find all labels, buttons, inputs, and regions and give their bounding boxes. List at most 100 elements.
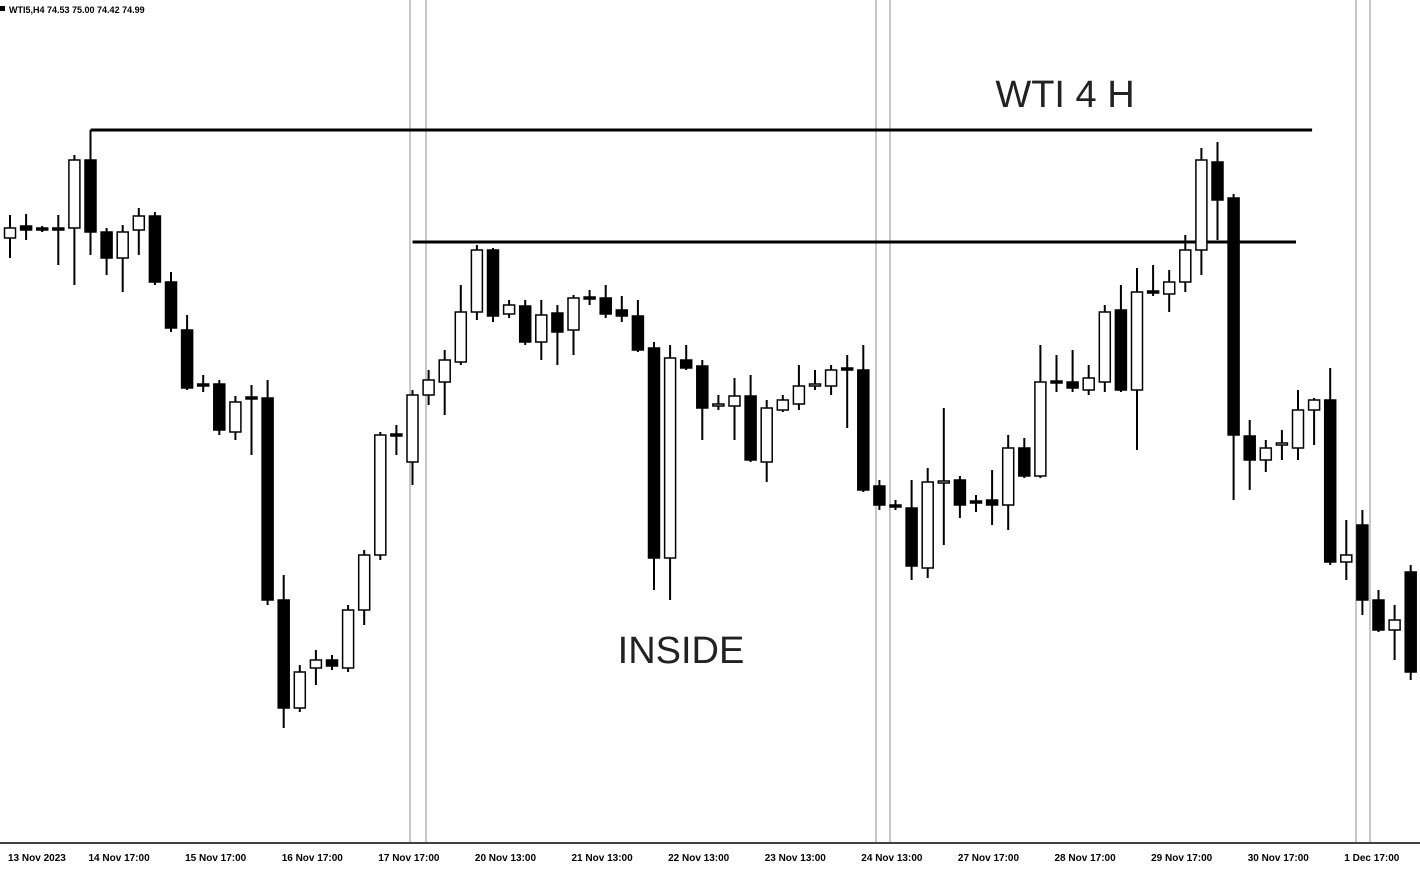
candle-body	[454, 311, 468, 363]
candle-body	[1340, 554, 1353, 563]
candle-body	[615, 309, 629, 317]
candle-body	[148, 215, 162, 283]
x-tick-label: 22 Nov 13:00	[668, 853, 730, 864]
candle-body	[518, 305, 532, 343]
candle-body	[567, 297, 580, 331]
x-tick-label: 1 Dec 17:00	[1344, 853, 1399, 864]
candle-body	[84, 159, 97, 233]
candle-body	[325, 659, 339, 667]
candle-body	[1082, 377, 1095, 391]
candle-body	[551, 312, 564, 333]
candle-body	[631, 315, 645, 351]
candle-body	[68, 159, 81, 229]
candle-body	[808, 383, 822, 387]
candle-body	[1275, 442, 1289, 446]
candle-body	[873, 485, 886, 506]
candle-body	[1018, 447, 1031, 477]
x-tick-label: 17 Nov 17:00	[378, 853, 440, 864]
candle-body	[422, 379, 435, 396]
x-tick-label: 21 Nov 13:00	[572, 853, 634, 864]
candle-body	[744, 395, 757, 461]
candle-body	[953, 479, 967, 506]
symbol-header: WTI5,H4 74.53 75.00 74.42 74.99	[9, 5, 145, 15]
candle-body	[3, 227, 17, 239]
candle-body	[357, 554, 371, 611]
candle-body	[245, 396, 258, 400]
candle-body	[712, 403, 725, 407]
x-tick-label: 14 Nov 17:00	[89, 853, 151, 864]
x-tick-label: 23 Nov 13:00	[765, 853, 827, 864]
x-tick-label: 24 Nov 13:00	[861, 853, 923, 864]
candle-body	[728, 395, 741, 407]
candle-body	[341, 609, 355, 669]
candle-body	[1098, 311, 1112, 383]
candle-body	[261, 397, 274, 601]
candle-body	[1001, 447, 1015, 506]
candle-body	[1179, 249, 1192, 283]
candle-body	[905, 507, 918, 567]
candle-body	[293, 671, 307, 709]
candle-body	[438, 359, 451, 383]
candle-body	[486, 249, 500, 317]
candle-body	[229, 401, 242, 433]
candle-body	[100, 231, 113, 259]
candle-body	[1372, 599, 1385, 631]
candle-body	[535, 314, 548, 343]
x-tick-label: 20 Nov 13:00	[475, 853, 537, 864]
candle-body	[889, 504, 902, 508]
candle-body	[1146, 290, 1160, 294]
candle-body	[663, 357, 677, 559]
candle-body	[1243, 435, 1256, 461]
candle-body	[824, 369, 838, 387]
candle-body	[921, 481, 934, 569]
candle-body	[196, 383, 210, 387]
candle-body	[985, 499, 999, 506]
candle-body	[679, 359, 693, 369]
candle-body	[969, 500, 983, 504]
x-tick-label: 16 Nov 17:00	[282, 853, 344, 864]
candle-body	[277, 599, 290, 709]
candle-body	[502, 304, 516, 315]
annotation: INSIDE	[618, 630, 745, 672]
candle-body	[164, 281, 178, 329]
x-tick-label: 29 Nov 17:00	[1151, 853, 1213, 864]
candle-body	[1356, 524, 1369, 601]
candle-body	[116, 231, 129, 259]
candle-body	[937, 480, 951, 484]
candle-body	[1227, 197, 1240, 436]
candle-body	[583, 296, 596, 300]
candle-body	[180, 329, 194, 389]
candle-body	[390, 433, 403, 437]
x-tick-label: 27 Nov 17:00	[958, 853, 1020, 864]
candle-body	[132, 215, 146, 231]
candle-body	[792, 385, 806, 405]
candle-body	[309, 659, 323, 669]
candle-body	[1307, 399, 1321, 411]
x-tick-label: 13 Nov 2023	[8, 853, 66, 864]
x-tick-label: 15 Nov 17:00	[185, 853, 247, 864]
candle-body	[1195, 159, 1208, 251]
candle-body	[1211, 161, 1224, 201]
candle-body	[406, 394, 419, 463]
chart-title: WTI 4 H	[995, 74, 1134, 116]
candle-body	[1162, 281, 1176, 295]
candle-body	[35, 227, 49, 231]
x-tick-label: 28 Nov 17:00	[1055, 853, 1117, 864]
candle-body	[470, 249, 484, 313]
candle-body	[1291, 409, 1305, 449]
candle-body	[599, 297, 612, 315]
candle-body	[1130, 291, 1144, 391]
candle-body	[1323, 399, 1337, 563]
candle-body	[1050, 380, 1063, 384]
candle-body	[1259, 447, 1273, 461]
candle-body	[1066, 381, 1079, 389]
candle-body	[696, 365, 709, 409]
candle-body	[760, 407, 773, 463]
candle-body	[776, 399, 790, 411]
candle-body	[1034, 381, 1047, 477]
candle-body	[52, 227, 65, 231]
x-tick-label: 30 Nov 17:00	[1248, 853, 1310, 864]
candle-body	[19, 225, 33, 231]
candle-body	[1114, 309, 1128, 391]
